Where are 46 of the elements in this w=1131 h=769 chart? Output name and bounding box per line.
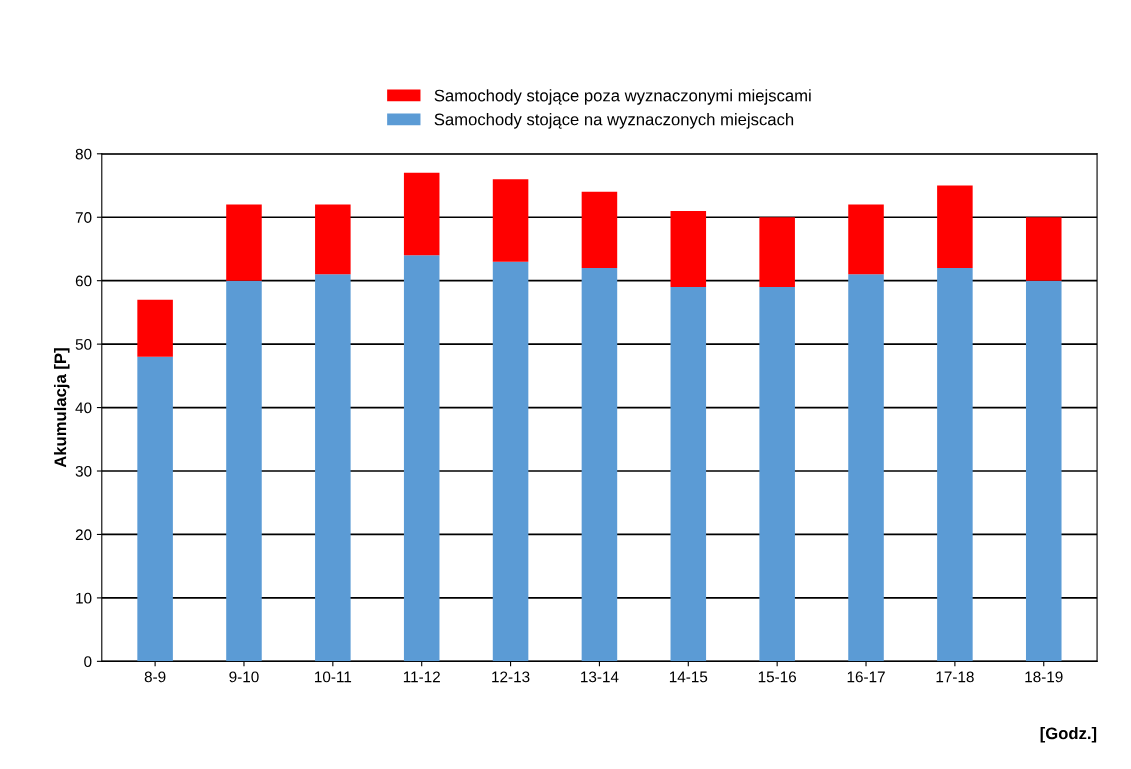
bar [937,268,973,662]
bar [315,274,351,662]
y-tick-label: 0 [84,656,92,668]
x-tick-label: 17-18 [936,671,974,683]
bar [137,299,173,357]
x-tick-label: 12-13 [492,671,530,683]
x-tick-label: 15-16 [758,671,797,683]
bar [315,204,351,275]
bar [759,217,795,288]
legend-label: Samochody stojące na wyznaczonych miejscach [434,113,794,129]
bar [492,261,529,662]
x-tick-label: 18-19 [1025,671,1063,683]
bar [403,255,440,662]
legend-label: Samochody stojące poza wyznaczonymi miejscami [434,89,811,105]
bar [1025,280,1062,662]
bar [848,274,884,662]
bar [226,280,262,662]
x-tick-label: 14-15 [669,671,708,683]
x-tick-label: 11-12 [403,671,440,683]
bar [670,210,707,288]
y-axis-title: Akumulacja [P] [53,348,70,468]
y-tick-label: 50 [75,339,92,350]
x-tick-label: 10-11 [315,671,352,683]
bar [403,172,440,256]
bar [759,287,795,662]
bar [670,287,707,662]
bar [137,356,173,662]
x-tick-label: 13-14 [581,671,619,683]
x-tick-label: 9-10 [229,671,259,683]
bar [226,204,262,281]
bar [937,185,973,268]
y-tick-label: 40 [75,402,92,414]
bar [492,179,529,262]
bar [581,268,618,662]
bar [1025,217,1062,281]
y-tick-label: 10 [76,592,92,604]
x-axis-title: [Godz.] [1040,726,1097,743]
x-tick-label: 16-17 [847,671,885,683]
y-tick-label: 30 [75,465,92,477]
x-tick-label: 8-9 [144,671,166,683]
bar [581,191,618,268]
y-tick-label: 70 [75,212,92,223]
bar [848,204,884,275]
y-tick-label: 20 [75,529,92,541]
y-tick-label: 80 [75,148,92,160]
y-tick-label: 60 [75,275,92,287]
